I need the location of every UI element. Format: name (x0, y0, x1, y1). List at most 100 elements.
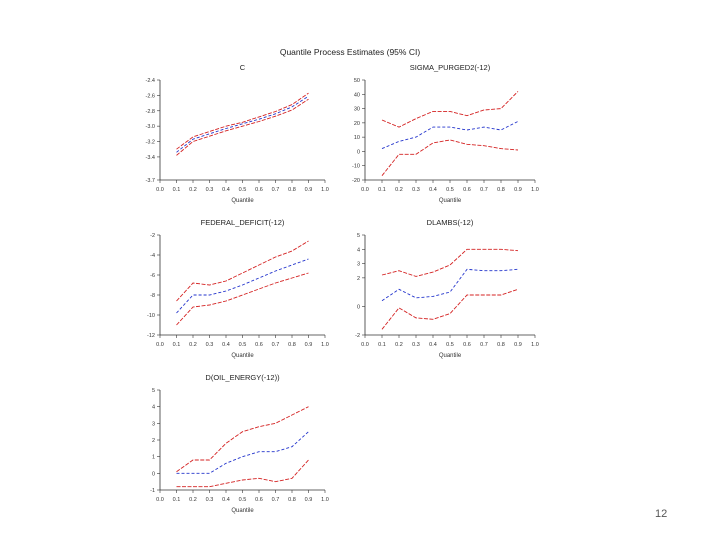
x-tick-label: 0.7 (272, 342, 280, 348)
panel-3: FEDERAL_DEFICIT(-12) 0.0 0.1 0.2 0.3 0.4 0.5 0.… (147, 218, 329, 359)
x-tick-label: 0.9 (514, 342, 522, 348)
x-tick-label: 0.5 (446, 342, 454, 348)
panel-title: SIGMA_PURGED2(-12) (410, 63, 491, 72)
x-tick-label: 0.6 (463, 342, 471, 348)
x-tick-label: 1.0 (321, 497, 329, 503)
x-tick-label: 0.6 (255, 342, 263, 348)
figure-title: Quantile Process Estimates (95% CI) (279, 47, 421, 57)
y-tick-label: -3.4 (146, 155, 155, 161)
x-tick-label: 0.3 (412, 342, 420, 348)
x-tick-label: 0.8 (288, 342, 296, 348)
x-tick-label: 0.8 (288, 187, 296, 193)
confidence-line (176, 98, 309, 156)
x-tick-label: 0.7 (480, 187, 488, 193)
x-tick-label: 1.0 (531, 342, 539, 348)
x-tick-label: 0.9 (305, 342, 313, 348)
y-tick-label: -2 (150, 233, 155, 239)
x-tick-label: 0.4 (429, 187, 437, 193)
x-tick-label: 0.7 (272, 187, 280, 193)
x-tick-label: 0.7 (272, 497, 280, 503)
y-tick-label: -3.2 (146, 140, 155, 146)
confidence-line (176, 240, 309, 302)
x-tick-label: 0.3 (206, 497, 214, 503)
y-tick-label: 5 (152, 388, 155, 394)
x-tick-label: 0.1 (173, 342, 181, 348)
confidence-line (381, 248, 519, 277)
y-tick-label: -2.8 (146, 109, 155, 115)
x-axis-label: Quantile (231, 198, 254, 204)
x-tick-label: 0.4 (222, 187, 230, 193)
y-tick-label: -3.0 (146, 124, 155, 130)
x-tick-label: 0.3 (412, 187, 420, 193)
x-tick-label: 0.0 (156, 497, 164, 503)
y-tick-label: 50 (354, 78, 360, 84)
y-tick-label: -10 (147, 313, 155, 319)
x-tick-label: 0.3 (206, 342, 214, 348)
x-tick-label: 0.0 (156, 187, 164, 193)
x-tick-label: 1.0 (321, 187, 329, 193)
x-tick-label: 0.3 (206, 187, 214, 193)
x-tick-label: 0.2 (189, 187, 197, 193)
x-tick-label: 0.4 (429, 342, 437, 348)
y-tick-label: -6 (150, 273, 155, 279)
y-tick-label: -2.6 (146, 93, 155, 99)
x-tick-label: 0.6 (255, 187, 263, 193)
y-tick-label: 3 (152, 421, 155, 427)
y-tick-label: 30 (354, 107, 360, 113)
x-tick-label: 0.2 (395, 342, 403, 348)
y-tick-label: -8 (150, 293, 155, 299)
confidence-line (176, 406, 309, 473)
estimate-line (381, 268, 519, 302)
y-tick-label: 0 (357, 304, 360, 310)
x-tick-label: 1.0 (531, 187, 539, 193)
estimate-line (176, 258, 309, 314)
panel-title: C (240, 63, 246, 72)
x-tick-label: 0.4 (222, 342, 230, 348)
y-tick-label: 4 (357, 247, 360, 253)
slide-number: 12 (655, 508, 668, 520)
y-tick-label: 1 (152, 455, 155, 461)
panel-1: C 0.0 0.1 0.2 0.3 0.4 0.5 0.6 0.7 0.8 0.9 1.0 -3.7 -3… (146, 63, 329, 204)
x-tick-label: 0.0 (361, 342, 369, 348)
y-tick-label: 40 (354, 92, 360, 98)
confidence-line (381, 288, 519, 330)
y-tick-label: -20 (352, 178, 360, 184)
x-axis-label: Quantile (231, 508, 254, 514)
y-tick-label: -2.4 (146, 78, 155, 84)
x-axis-label: Quantile (439, 198, 462, 204)
x-tick-label: 0.9 (514, 187, 522, 193)
confidence-line (176, 459, 309, 488)
y-tick-label: -10 (352, 164, 360, 170)
y-tick-label: 0 (357, 149, 360, 155)
x-tick-label: 0.7 (480, 342, 488, 348)
y-tick-label: 2 (152, 438, 155, 444)
y-tick-label: -4 (150, 253, 155, 259)
y-tick-label: 10 (354, 135, 360, 141)
x-tick-label: 0.6 (463, 187, 471, 193)
panel-title: D(OIL_ENERGY(-12)) (205, 373, 280, 382)
y-tick-label: 4 (152, 405, 155, 411)
y-tick-label: 2 (357, 276, 360, 282)
x-tick-label: 0.5 (239, 342, 247, 348)
x-tick-label: 0.0 (361, 187, 369, 193)
x-tick-label: 0.2 (189, 497, 197, 503)
x-tick-label: 0.1 (378, 342, 386, 348)
x-tick-label: 0.1 (173, 187, 181, 193)
confidence-line (176, 272, 309, 326)
y-tick-label: -12 (147, 333, 155, 339)
x-tick-label: 0.5 (446, 187, 454, 193)
estimate-line (176, 431, 309, 474)
x-tick-label: 0.2 (189, 342, 197, 348)
confidence-line (176, 92, 309, 150)
y-tick-label: 3 (357, 262, 360, 268)
x-tick-label: 0.9 (305, 187, 313, 193)
x-tick-label: 0.8 (497, 342, 505, 348)
x-axis-label: Quantile (231, 353, 254, 359)
y-tick-label: -1 (150, 488, 155, 494)
panel-2: SIGMA_PURGED2(-12) 0.0 0.1 0.2 0.3 0.4 0.5 0.6 0… (352, 63, 539, 204)
x-tick-label: 0.8 (288, 497, 296, 503)
confidence-line (381, 91, 519, 128)
x-tick-label: 1.0 (321, 342, 329, 348)
y-tick-label: 0 (152, 471, 155, 477)
x-tick-label: 0.5 (239, 187, 247, 193)
